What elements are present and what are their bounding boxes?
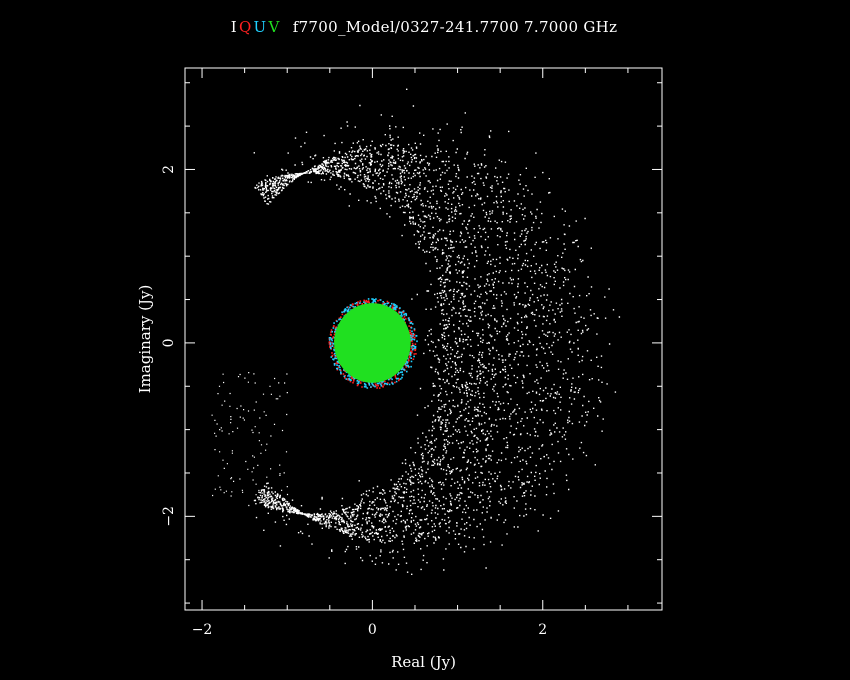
series-v — [334, 303, 411, 383]
series-points-i — [211, 88, 621, 575]
data-points — [211, 88, 621, 575]
y-axis-label: Imaginary (Jy) — [136, 285, 154, 394]
x-tick-label: 2 — [538, 622, 547, 638]
axis-tick-labels: −2 0 2 −2 0 2 — [161, 165, 547, 638]
y-tick-label: 2 — [161, 165, 177, 174]
stokes-label-u: U — [253, 18, 267, 36]
plot-title-text: f7700_Model/0327-241.7700 7.7000 GHz — [292, 18, 618, 36]
x-tick-label: 0 — [368, 622, 377, 638]
stokes-label-v: V — [268, 18, 280, 36]
axis-ticks — [185, 68, 662, 610]
plot-frame — [184, 67, 663, 611]
x-axis-label: Real (Jy) — [391, 653, 456, 671]
stokes-label-i: I — [230, 18, 237, 36]
x-tick-label: −2 — [192, 622, 213, 638]
series-disk-v — [334, 303, 411, 383]
series-i — [211, 88, 621, 575]
y-tick-label: 0 — [161, 338, 177, 347]
stokes-label-q: Q — [238, 18, 252, 36]
y-tick-label: −2 — [161, 506, 177, 527]
